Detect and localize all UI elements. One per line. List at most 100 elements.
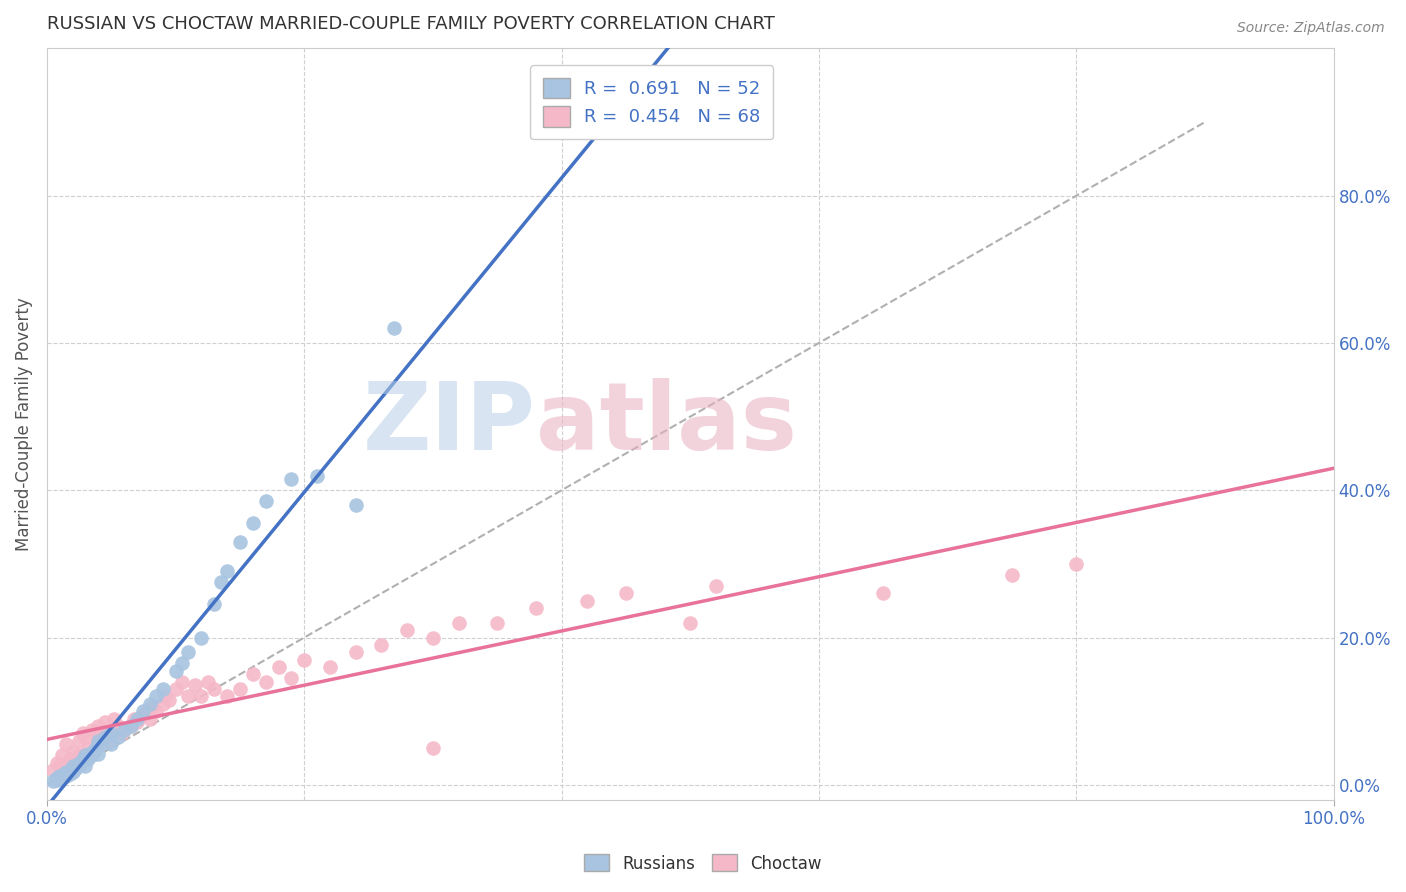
Point bbox=[280, 472, 302, 486]
Point bbox=[209, 575, 232, 590]
Point bbox=[75, 748, 97, 763]
Point bbox=[63, 762, 86, 776]
Point bbox=[77, 752, 100, 766]
Legend: R =  0.691   N = 52, R =  0.454   N = 68: R = 0.691 N = 52, R = 0.454 N = 68 bbox=[530, 65, 773, 139]
Point bbox=[292, 652, 315, 666]
Point bbox=[229, 534, 252, 549]
Point bbox=[110, 726, 132, 740]
Point bbox=[177, 690, 200, 704]
Point bbox=[87, 730, 110, 744]
Point bbox=[55, 737, 77, 751]
Point bbox=[55, 759, 77, 773]
Y-axis label: Married-Couple Family Poverty: Married-Couple Family Poverty bbox=[15, 297, 32, 551]
Point bbox=[87, 747, 110, 761]
Point bbox=[72, 752, 94, 766]
Point bbox=[254, 494, 277, 508]
Point bbox=[280, 671, 302, 685]
Point bbox=[107, 730, 129, 744]
Point bbox=[94, 730, 117, 744]
Point bbox=[124, 712, 146, 726]
Point bbox=[80, 723, 103, 737]
Point bbox=[197, 674, 219, 689]
Point bbox=[49, 769, 72, 783]
Point bbox=[55, 764, 77, 779]
Point bbox=[145, 690, 167, 704]
Point bbox=[614, 586, 637, 600]
Point bbox=[319, 660, 342, 674]
Point bbox=[120, 719, 142, 733]
Point bbox=[46, 773, 69, 788]
Point bbox=[157, 693, 180, 707]
Point bbox=[704, 579, 727, 593]
Point bbox=[139, 697, 162, 711]
Text: RUSSIAN VS CHOCTAW MARRIED-COUPLE FAMILY POVERTY CORRELATION CHART: RUSSIAN VS CHOCTAW MARRIED-COUPLE FAMILY… bbox=[46, 15, 775, 33]
Point bbox=[59, 752, 82, 766]
Point bbox=[576, 593, 599, 607]
Point bbox=[90, 737, 112, 751]
Point bbox=[125, 715, 148, 730]
Point bbox=[190, 690, 212, 704]
Point bbox=[63, 752, 86, 766]
Point bbox=[242, 667, 264, 681]
Point bbox=[80, 745, 103, 759]
Point bbox=[396, 623, 419, 637]
Point bbox=[155, 690, 177, 704]
Point bbox=[51, 771, 73, 785]
Point bbox=[524, 601, 547, 615]
Point bbox=[42, 774, 65, 789]
Point bbox=[51, 748, 73, 763]
Point bbox=[77, 741, 100, 756]
Point bbox=[62, 764, 84, 779]
Point bbox=[190, 631, 212, 645]
Point bbox=[370, 638, 392, 652]
Point bbox=[52, 766, 75, 780]
Point bbox=[132, 707, 155, 722]
Point bbox=[67, 748, 90, 763]
Point bbox=[67, 759, 90, 773]
Point bbox=[139, 712, 162, 726]
Point bbox=[215, 690, 238, 704]
Point bbox=[46, 756, 69, 770]
Point bbox=[80, 748, 103, 763]
Point bbox=[242, 516, 264, 531]
Point bbox=[112, 723, 135, 737]
Point bbox=[165, 664, 187, 678]
Point bbox=[344, 645, 367, 659]
Point bbox=[97, 733, 120, 747]
Point bbox=[94, 715, 117, 730]
Point bbox=[215, 564, 238, 578]
Text: ZIP: ZIP bbox=[363, 378, 536, 470]
Point bbox=[112, 723, 135, 737]
Point bbox=[1064, 557, 1087, 571]
Point bbox=[152, 682, 174, 697]
Point bbox=[141, 700, 163, 714]
Point bbox=[62, 745, 84, 759]
Point bbox=[48, 771, 70, 785]
Point bbox=[344, 498, 367, 512]
Point bbox=[229, 682, 252, 697]
Point bbox=[170, 657, 193, 671]
Point bbox=[267, 660, 290, 674]
Point bbox=[87, 733, 110, 747]
Point bbox=[202, 682, 225, 697]
Legend: Russians, Choctaw: Russians, Choctaw bbox=[578, 847, 828, 880]
Point bbox=[42, 763, 65, 777]
Point bbox=[422, 741, 444, 756]
Point bbox=[55, 769, 77, 783]
Point bbox=[872, 586, 894, 600]
Point bbox=[125, 712, 148, 726]
Point bbox=[100, 726, 122, 740]
Point bbox=[87, 719, 110, 733]
Point bbox=[132, 704, 155, 718]
Point bbox=[49, 759, 72, 773]
Point bbox=[184, 678, 207, 692]
Text: atlas: atlas bbox=[536, 378, 797, 470]
Point bbox=[84, 741, 107, 756]
Point bbox=[75, 759, 97, 773]
Point bbox=[100, 737, 122, 751]
Point bbox=[177, 645, 200, 659]
Point bbox=[90, 726, 112, 740]
Point bbox=[75, 730, 97, 744]
Point bbox=[49, 772, 72, 786]
Point bbox=[152, 697, 174, 711]
